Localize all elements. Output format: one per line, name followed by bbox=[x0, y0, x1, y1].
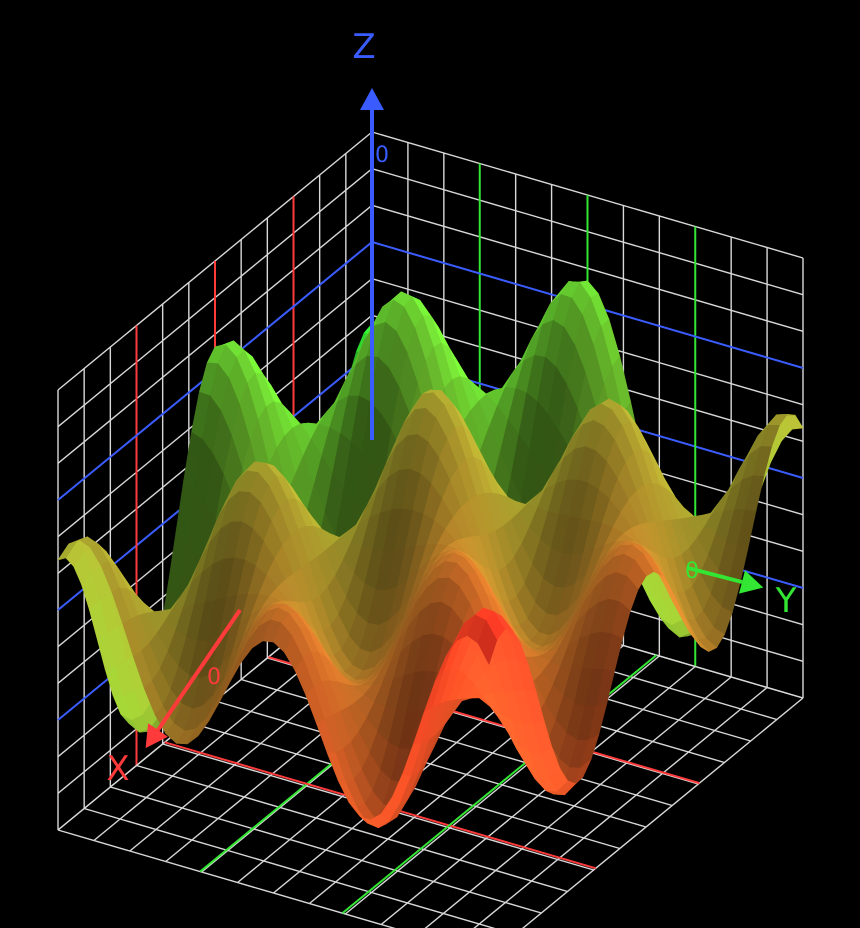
axes: Z 0 X 0 Y 0 bbox=[106, 27, 796, 789]
z-origin-tick: 0 bbox=[375, 143, 389, 168]
y-axis bbox=[687, 566, 743, 584]
z-axis-label: Z bbox=[352, 27, 375, 67]
z-axis-head bbox=[360, 88, 384, 110]
x-axis bbox=[156, 608, 242, 732]
floor-gridline bbox=[57, 829, 396, 928]
y-axis-head bbox=[738, 570, 764, 594]
x-axis-label: X bbox=[106, 749, 129, 789]
y-origin-tick: 0 bbox=[685, 559, 699, 584]
floor-gridline bbox=[473, 686, 768, 928]
surface-patch bbox=[477, 619, 498, 666]
x-origin-tick: 0 bbox=[207, 665, 221, 690]
x-axis-head bbox=[145, 723, 168, 749]
floor-gridline bbox=[521, 697, 804, 928]
floor-gridline bbox=[83, 807, 496, 928]
surface-mesh bbox=[57, 280, 804, 829]
floor-gridline bbox=[424, 676, 732, 928]
y-axis-label: Y bbox=[775, 581, 797, 621]
